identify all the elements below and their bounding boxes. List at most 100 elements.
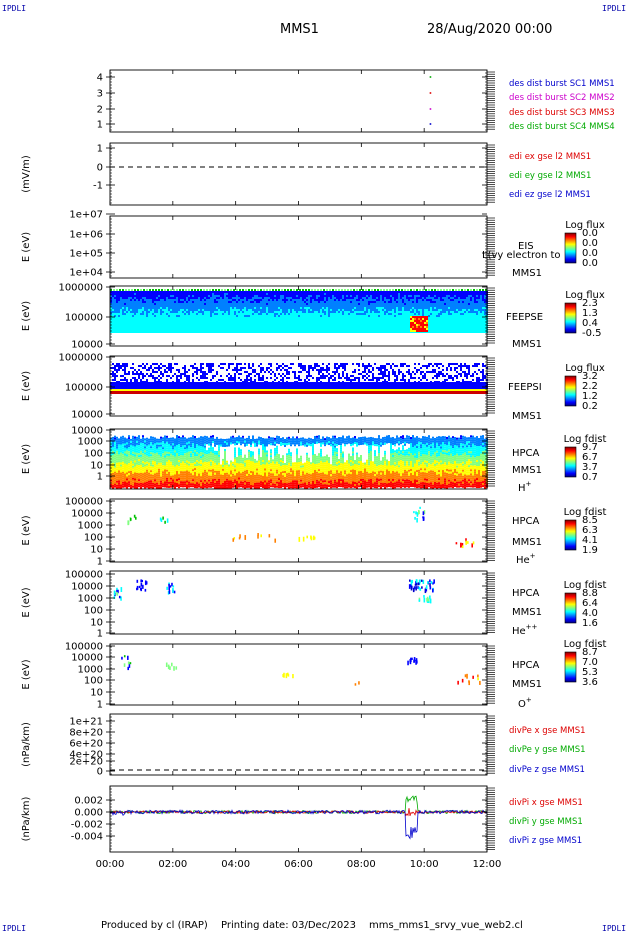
spectrogram-cell (136, 373, 138, 375)
spectrogram-cell (110, 319, 112, 321)
spectrogram-cell (324, 307, 326, 309)
spectrogram-cell (419, 289, 421, 291)
spectrogram-cell (214, 331, 216, 333)
spectrogram-cell (288, 329, 290, 331)
spectrogram-cell (116, 371, 118, 373)
spectrogram-cell (432, 297, 434, 299)
spectrogram-cell (160, 317, 162, 319)
spectrogram-cell (152, 309, 154, 311)
spectrogram-cell (422, 301, 424, 303)
spectrogram-cell (222, 293, 224, 295)
spectrogram-cell (208, 293, 210, 295)
spectrogram-cell (274, 299, 276, 301)
spectrogram-cell (356, 303, 358, 305)
spectrogram-cell (384, 319, 386, 321)
spectrogram-cell (424, 330, 427, 332)
spectrogram-cell (386, 295, 388, 297)
spectrogram-cell (138, 307, 140, 309)
spectrogram-cell (198, 382, 200, 390)
spectrogram-cell (140, 291, 142, 293)
spectrogram-cell (198, 317, 200, 319)
spectrogram-cell (298, 293, 300, 295)
spectrogram-cell (278, 301, 280, 303)
spectrogram-cell (458, 289, 460, 291)
spectrogram-cell (216, 309, 218, 311)
spectrogram-cell (398, 329, 400, 331)
spectrogram-cell (234, 329, 236, 331)
spectrogram-cell (150, 389, 152, 391)
spectrogram-cell (154, 313, 156, 315)
spectrogram-cell (366, 307, 368, 309)
spectrogram-cell (168, 315, 170, 317)
spectrogram-cell (152, 369, 154, 371)
spectrogram-cell (354, 331, 356, 333)
spectrogram-cell (332, 311, 334, 313)
spectrogram-cell (352, 303, 354, 305)
spectrogram-cell (296, 301, 298, 303)
spectrogram-cell (462, 331, 464, 333)
spectrogram-cell (170, 365, 172, 367)
spectrogram-cell (476, 291, 478, 293)
spectrogram-cell (158, 329, 160, 331)
spectrogram-cell (324, 295, 326, 297)
spectrogram-cell (202, 301, 204, 303)
spectrogram-cell (230, 307, 232, 309)
spectrogram-cell (280, 311, 282, 313)
spectrogram-cell (176, 369, 178, 371)
spectrogram-cell (364, 295, 366, 297)
spectrogram-cell (248, 325, 250, 327)
spectrogram-cell (114, 303, 116, 305)
spectrogram-cell (166, 382, 168, 390)
spectrogram-cell (484, 329, 486, 331)
spectrogram-cell (360, 303, 362, 305)
spectrogram-cell (132, 291, 134, 293)
spectrogram-cell (252, 297, 254, 299)
spectrogram-cell (128, 289, 130, 291)
spectrogram-cell (134, 289, 136, 291)
spectrogram-cell (210, 329, 212, 331)
spectrogram-cell (132, 367, 134, 369)
spectrogram-cell (326, 305, 328, 307)
spectrogram-cell (410, 299, 412, 301)
spectrogram-cell (412, 305, 414, 307)
spectrogram-cell (278, 299, 280, 301)
spectrogram-cell (150, 323, 152, 325)
spectrogram-cell (398, 291, 400, 293)
spectrogram-cell (184, 301, 186, 303)
spectrogram-cell (118, 297, 120, 299)
spectrogram-cell (420, 297, 422, 299)
spectrogram-cell (204, 375, 206, 377)
spectrogram-cell (144, 321, 146, 323)
spectrogram-cell (400, 299, 402, 301)
spectrogram-cell (306, 321, 308, 323)
spectrogram-cell (184, 293, 186, 295)
spectrogram-cell (458, 329, 460, 331)
spectrogram-cell (348, 317, 350, 319)
spectrogram-cell (286, 319, 288, 321)
spectrogram-cell (134, 327, 136, 329)
spectrogram-cell (114, 305, 116, 307)
spectrogram-cell (170, 303, 172, 305)
spectrogram-cell (340, 325, 342, 327)
spectrogram-cell (206, 365, 208, 367)
spectrogram-cell (156, 371, 158, 373)
spectrogram-cell (312, 307, 314, 309)
spectrogram-cell (264, 297, 266, 299)
spectrogram-cell (442, 331, 444, 333)
spectrogram-cell (412, 328, 415, 330)
spectrogram-cell (110, 293, 112, 295)
spectrogram-cell (298, 313, 300, 315)
spectrogram-cell (286, 317, 288, 319)
spectrogram-cell (304, 317, 306, 319)
spectrogram-cell (446, 327, 448, 329)
spectrogram-cell (250, 317, 252, 319)
spectrogram-cell (428, 299, 430, 301)
spectrogram-cell (124, 377, 126, 379)
spectrogram-cell (468, 325, 470, 327)
spectrogram-cell (462, 303, 464, 305)
spectrogram-cell (272, 299, 274, 301)
spectrogram-cell (468, 323, 470, 325)
spectrogram-cell (406, 319, 408, 321)
spectrogram-cell (262, 319, 264, 321)
spectrogram-cell (356, 309, 358, 311)
